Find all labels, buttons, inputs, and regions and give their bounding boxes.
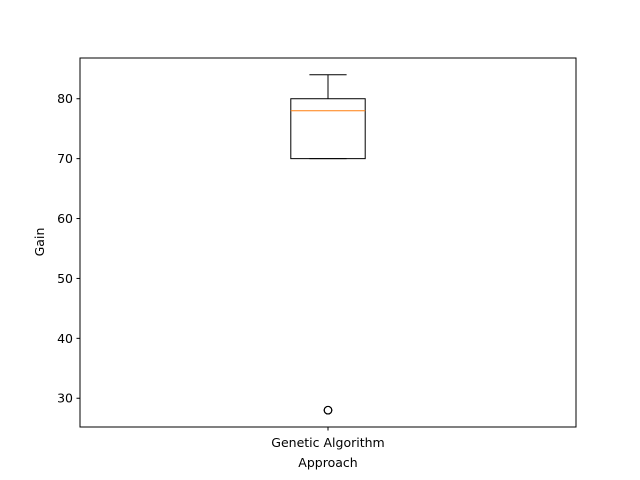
y-tick-label: 60	[57, 211, 73, 226]
outlier-point	[323, 405, 333, 415]
y-tick-label: 50	[57, 271, 73, 286]
y-axis-label: Gain	[32, 228, 47, 257]
y-tick-label: 70	[57, 151, 73, 166]
y-tick-label: 30	[57, 391, 73, 406]
x-tick-label: Genetic Algorithm	[271, 435, 384, 450]
plot-marks	[290, 74, 366, 415]
plot-frame	[79, 57, 577, 428]
y-tick-label: 40	[57, 331, 73, 346]
y-tick-label: 80	[57, 91, 73, 106]
x-axis-label: Approach	[298, 455, 357, 470]
box-iqr	[290, 98, 366, 160]
y-axis-ticks: 30 40 50 60 70 80	[57, 91, 80, 406]
x-axis-ticks: Genetic Algorithm	[271, 427, 385, 450]
